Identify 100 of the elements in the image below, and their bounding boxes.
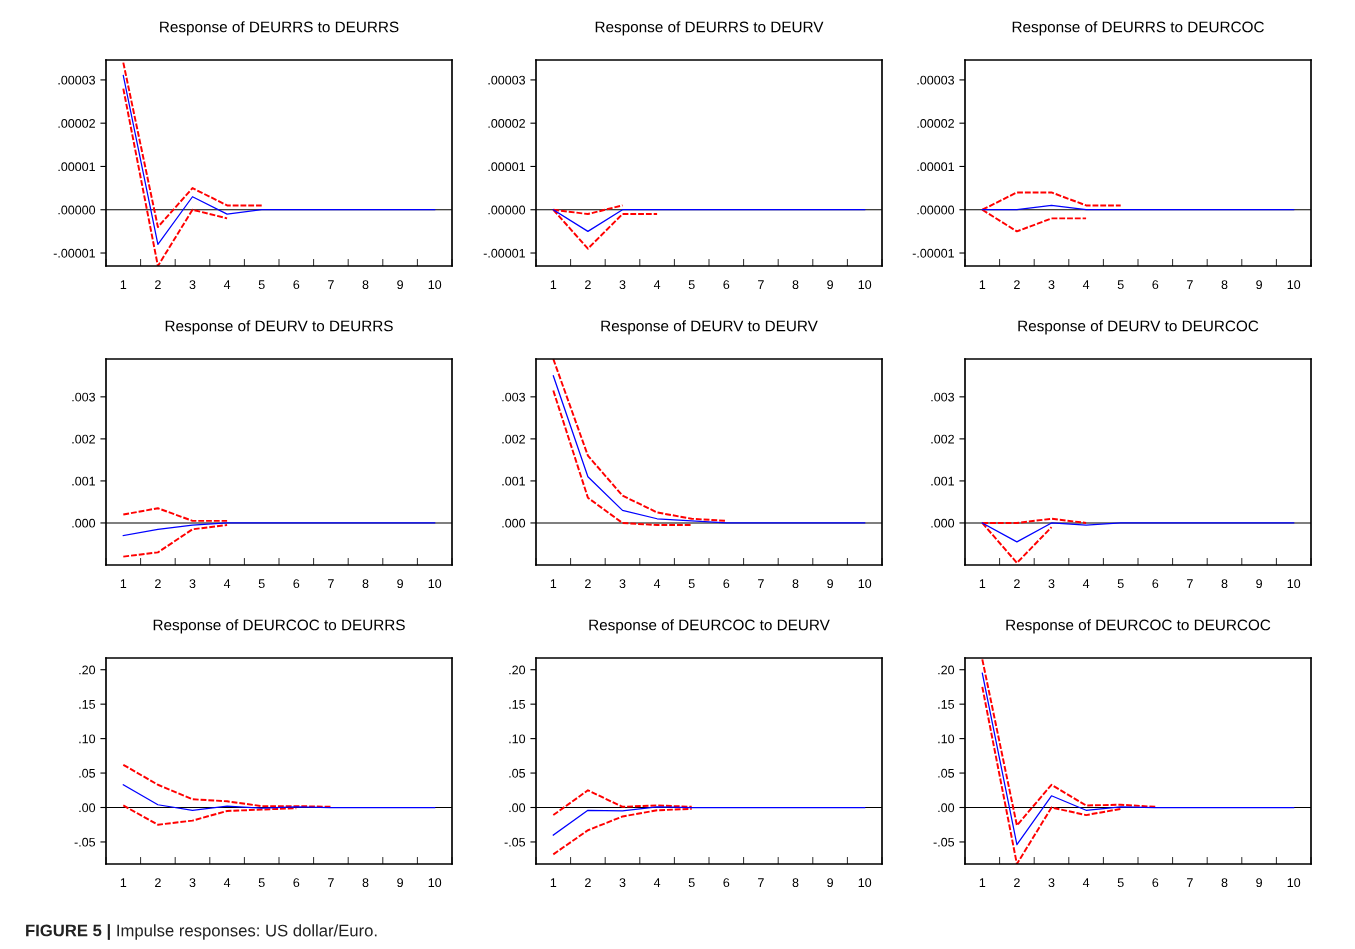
x-tick-label: 1 — [120, 878, 127, 887]
y-tick-label: .00001 — [488, 162, 525, 172]
y-tick-label: .10 — [938, 734, 955, 744]
x-tick-label: 2 — [155, 878, 161, 887]
x-tick-label: 3 — [189, 579, 196, 589]
y-tick-label: .00003 — [917, 75, 955, 85]
chart-title: Response of DEURRS to DEURCOC — [1012, 21, 1264, 36]
y-tick-label: .15 — [79, 700, 96, 709]
x-tick-label: 5 — [258, 579, 265, 589]
x-tick-label: 3 — [1048, 579, 1055, 589]
chart-title: Response of DEURRS to DEURV — [595, 21, 824, 36]
y-tick-label: .20 — [938, 665, 955, 675]
y-tick-label: -.05 — [74, 837, 96, 847]
y-tick-label: .05 — [79, 768, 96, 778]
x-tick-label: 10 — [1287, 579, 1301, 589]
x-tick-label: 6 — [293, 579, 300, 589]
x-tick-label: 3 — [619, 579, 626, 589]
x-tick-label: 8 — [1221, 280, 1228, 290]
y-tick-label: .000 — [931, 518, 955, 528]
x-tick-label: 6 — [723, 579, 730, 589]
x-tick-label: 9 — [827, 579, 833, 589]
x-tick-label: 7 — [758, 280, 764, 289]
x-tick-label: 7 — [1187, 280, 1193, 289]
x-tick-label: 9 — [1256, 579, 1262, 589]
x-tick-label: 3 — [619, 878, 626, 888]
x-tick-label: 2 — [1014, 579, 1020, 588]
y-tick-label: .00000 — [917, 205, 955, 215]
x-tick-label: 3 — [1048, 280, 1055, 290]
y-tick-label: -.05 — [933, 837, 955, 847]
x-tick-label: 10 — [1287, 280, 1301, 290]
x-tick-label: 10 — [1287, 878, 1301, 888]
x-tick-label: 4 — [653, 878, 661, 887]
x-tick-label: 7 — [1187, 878, 1193, 887]
x-tick-label: 8 — [1221, 579, 1228, 589]
x-tick-label: 4 — [223, 280, 231, 289]
x-tick-label: 3 — [619, 280, 626, 290]
y-tick-label: .000 — [502, 518, 526, 528]
x-tick-label: 8 — [1221, 878, 1228, 888]
x-tick-label: 8 — [362, 280, 369, 290]
x-tick-label: 2 — [585, 280, 591, 289]
x-tick-label: 1 — [979, 579, 986, 588]
x-tick-label: 6 — [723, 878, 730, 888]
y-tick-label: .00 — [938, 803, 955, 813]
text: Impulse responses: US dollar/Euro. — [117, 924, 377, 940]
x-tick-label: 7 — [328, 280, 334, 289]
y-tick-label: .00001 — [917, 162, 954, 172]
x-tick-label: 4 — [223, 579, 231, 588]
x-tick-label: 2 — [585, 579, 591, 588]
y-tick-label: .05 — [509, 768, 526, 778]
y-tick-label: .002 — [502, 434, 525, 444]
y-tick-label: .00 — [509, 803, 526, 813]
y-tick-label: .00002 — [488, 118, 525, 128]
x-tick-label: 5 — [1117, 280, 1124, 290]
x-tick-label: 5 — [258, 280, 265, 290]
x-tick-label: 1 — [979, 878, 986, 887]
y-tick-label: .10 — [79, 734, 96, 744]
y-tick-label: .00003 — [58, 75, 96, 85]
x-tick-label: 4 — [1082, 579, 1090, 588]
y-tick-label: .20 — [509, 665, 526, 675]
y-tick-label: .00002 — [58, 118, 95, 128]
x-tick-label: 6 — [1152, 878, 1159, 888]
y-tick-label: -.00001 — [53, 248, 95, 258]
y-tick-label: .05 — [938, 768, 955, 778]
x-tick-label: 5 — [1117, 878, 1124, 888]
x-tick-label: 5 — [258, 878, 265, 888]
x-tick-label: 6 — [723, 280, 730, 290]
x-tick-label: 5 — [1117, 579, 1124, 589]
y-tick-label: .00002 — [917, 118, 954, 128]
x-tick-label: 1 — [120, 280, 127, 289]
x-tick-label: 9 — [397, 280, 403, 290]
caption: FIGURE 5 | — [26, 924, 110, 940]
x-tick-label: 6 — [1152, 280, 1159, 290]
x-tick-label: 3 — [1048, 878, 1055, 888]
chart-title: Response of DEURV to DEURV — [601, 320, 818, 335]
x-tick-label: 2 — [1014, 878, 1020, 887]
x-tick-label: 1 — [550, 579, 557, 588]
y-tick-label: .003 — [931, 392, 955, 402]
x-tick-label: 10 — [858, 878, 872, 888]
x-tick-label: 4 — [1082, 878, 1090, 887]
x-tick-label: 6 — [1152, 579, 1159, 589]
x-tick-label: 4 — [223, 878, 231, 887]
x-tick-label: 8 — [792, 878, 799, 888]
y-tick-label: .15 — [938, 700, 955, 709]
chart-title: Response of DEURCOC to DEURRS — [153, 619, 405, 634]
y-tick-label: .001 — [72, 476, 95, 486]
x-tick-label: 1 — [550, 878, 557, 887]
x-tick-label: 9 — [1256, 280, 1262, 290]
x-tick-label: 9 — [397, 579, 403, 589]
x-tick-label: 10 — [428, 878, 442, 888]
x-tick-label: 3 — [189, 280, 196, 290]
y-tick-label: .002 — [72, 434, 95, 444]
x-tick-label: 8 — [792, 579, 799, 589]
chart-title: Response of DEURV to DEURCOC — [1018, 320, 1259, 335]
y-tick-label: .000 — [72, 518, 96, 528]
x-tick-label: 2 — [155, 579, 161, 588]
x-tick-label: 9 — [827, 878, 833, 888]
x-tick-label: 8 — [362, 878, 369, 888]
x-tick-label: 7 — [758, 878, 764, 887]
x-tick-label: 10 — [858, 579, 872, 589]
y-tick-label: .002 — [931, 434, 954, 444]
